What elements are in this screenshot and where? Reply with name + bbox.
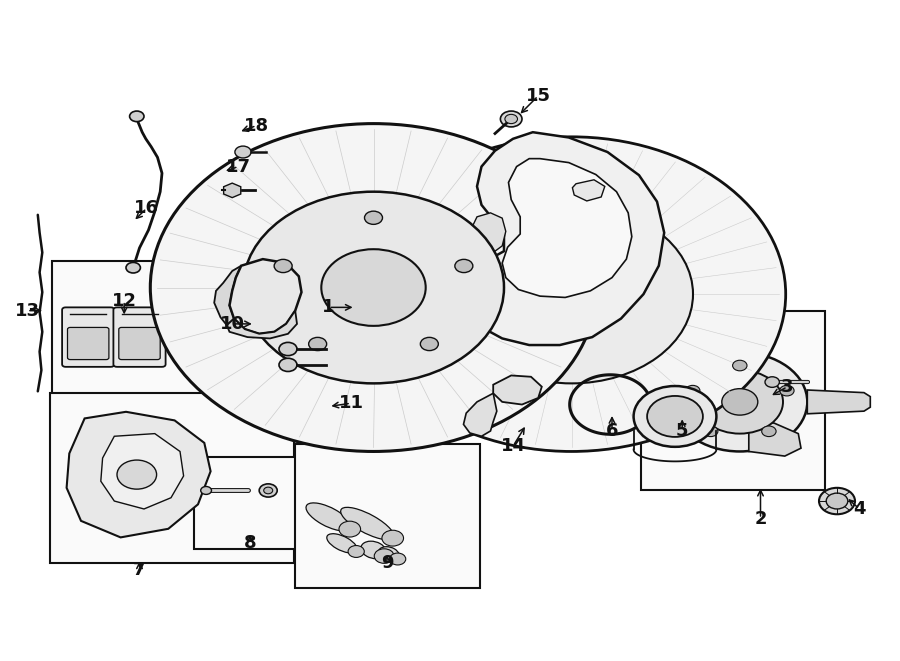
Circle shape [826, 493, 848, 509]
Polygon shape [466, 132, 664, 345]
Polygon shape [807, 390, 870, 414]
Circle shape [390, 553, 406, 565]
Text: 14: 14 [500, 437, 526, 455]
Polygon shape [572, 180, 605, 201]
Ellipse shape [634, 386, 716, 447]
Polygon shape [749, 423, 801, 456]
Circle shape [279, 358, 297, 371]
Polygon shape [227, 311, 297, 338]
Circle shape [243, 192, 504, 383]
FancyBboxPatch shape [113, 307, 166, 367]
Circle shape [722, 389, 758, 415]
FancyBboxPatch shape [119, 327, 160, 360]
Ellipse shape [340, 508, 394, 539]
Text: 9: 9 [381, 554, 393, 572]
Polygon shape [472, 213, 506, 258]
Circle shape [348, 545, 364, 557]
Ellipse shape [306, 503, 351, 531]
Bar [50, 393, 294, 563]
Circle shape [150, 124, 597, 451]
Circle shape [357, 137, 786, 451]
Bar [641, 311, 825, 490]
Ellipse shape [647, 396, 703, 437]
Circle shape [761, 426, 776, 436]
Circle shape [779, 385, 794, 396]
Circle shape [259, 484, 277, 497]
Circle shape [235, 146, 251, 158]
Circle shape [374, 549, 394, 563]
Circle shape [819, 488, 855, 514]
Polygon shape [502, 159, 632, 297]
Text: 2: 2 [754, 510, 767, 528]
Text: 16: 16 [134, 199, 159, 217]
Text: 4: 4 [853, 500, 866, 518]
Circle shape [505, 114, 518, 124]
Circle shape [500, 111, 522, 127]
FancyBboxPatch shape [68, 327, 109, 360]
Polygon shape [223, 183, 241, 198]
Circle shape [364, 211, 382, 224]
Circle shape [274, 259, 292, 272]
Text: 7: 7 [133, 561, 146, 579]
Text: 1: 1 [322, 298, 335, 317]
Polygon shape [67, 412, 211, 537]
Text: 17: 17 [226, 157, 251, 176]
Circle shape [420, 337, 438, 350]
Text: 10: 10 [220, 315, 245, 333]
Polygon shape [464, 393, 497, 436]
Text: 8: 8 [244, 534, 256, 553]
Circle shape [264, 487, 273, 494]
Polygon shape [214, 266, 241, 325]
Circle shape [279, 342, 297, 356]
Circle shape [672, 352, 807, 451]
Circle shape [733, 360, 747, 371]
Polygon shape [230, 259, 302, 334]
Text: 12: 12 [112, 292, 137, 310]
Circle shape [126, 262, 140, 273]
Circle shape [450, 205, 693, 383]
Ellipse shape [378, 547, 400, 561]
Circle shape [686, 385, 700, 396]
Text: 18: 18 [244, 116, 269, 135]
Circle shape [321, 249, 426, 326]
Polygon shape [493, 375, 542, 405]
Circle shape [704, 426, 718, 436]
Circle shape [201, 486, 212, 494]
Circle shape [765, 377, 779, 387]
Bar [194, 457, 300, 549]
Text: 11: 11 [338, 394, 364, 412]
Text: 5: 5 [676, 422, 688, 440]
Circle shape [309, 337, 327, 350]
Circle shape [454, 259, 472, 272]
Circle shape [339, 521, 361, 537]
Polygon shape [101, 434, 184, 509]
Ellipse shape [327, 533, 357, 553]
Circle shape [130, 111, 144, 122]
Bar [52, 261, 203, 403]
Text: 3: 3 [781, 377, 794, 396]
Polygon shape [697, 366, 735, 387]
Circle shape [382, 530, 403, 546]
Text: 13: 13 [14, 301, 40, 320]
Text: 15: 15 [526, 87, 551, 105]
Circle shape [697, 370, 783, 434]
FancyBboxPatch shape [62, 307, 114, 367]
Circle shape [117, 460, 157, 489]
Bar [295, 444, 480, 588]
Ellipse shape [361, 541, 386, 559]
Text: 6: 6 [606, 422, 618, 440]
